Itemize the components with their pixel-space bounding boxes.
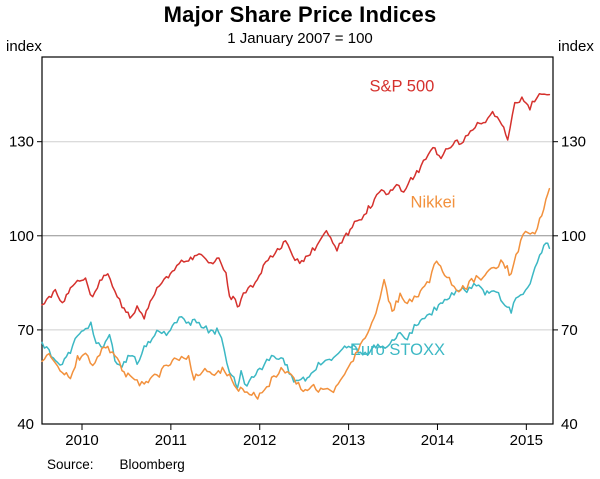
- source-value: Bloomberg: [119, 457, 185, 472]
- chart-title: Major Share Price Indices: [163, 2, 437, 27]
- x-tick-label: 2010: [65, 432, 98, 449]
- series-line-sp500: [41, 93, 551, 320]
- y-tick-label-right: 100: [561, 228, 586, 245]
- y-tick-label-right: 40: [561, 416, 578, 433]
- y-tick-label-left: 40: [17, 416, 34, 433]
- series-line-eurostoxx: [41, 242, 551, 389]
- series-label-sp500: S&P 500: [369, 78, 434, 96]
- series-line-nikkei: [41, 187, 551, 400]
- x-tick-label: 2013: [332, 432, 365, 449]
- series-label-eurostoxx: Euro STOXX: [350, 341, 445, 359]
- y-tick-label-right: 130: [561, 134, 586, 151]
- x-tick-label: 2012: [243, 432, 276, 449]
- source-note: Source: Bloomberg: [47, 457, 185, 472]
- y-tick-label-right: 70: [561, 322, 578, 339]
- y-tick-label-left: 100: [9, 228, 34, 245]
- y-axis-unit-left: index: [6, 38, 42, 55]
- y-axis-unit-right: index: [558, 38, 594, 55]
- y-tick-label-left: 130: [9, 134, 34, 151]
- plot-frame: [41, 56, 554, 425]
- y-tick-label-left: 70: [17, 322, 34, 339]
- x-tick-label: 2011: [155, 432, 187, 449]
- series-label-nikkei: Nikkei: [411, 194, 456, 212]
- x-tick-label: 2015: [510, 432, 543, 449]
- source-label: Source:: [47, 457, 94, 472]
- chart-subtitle: 1 January 2007 = 100: [227, 30, 373, 47]
- x-tick-label: 2014: [421, 432, 454, 449]
